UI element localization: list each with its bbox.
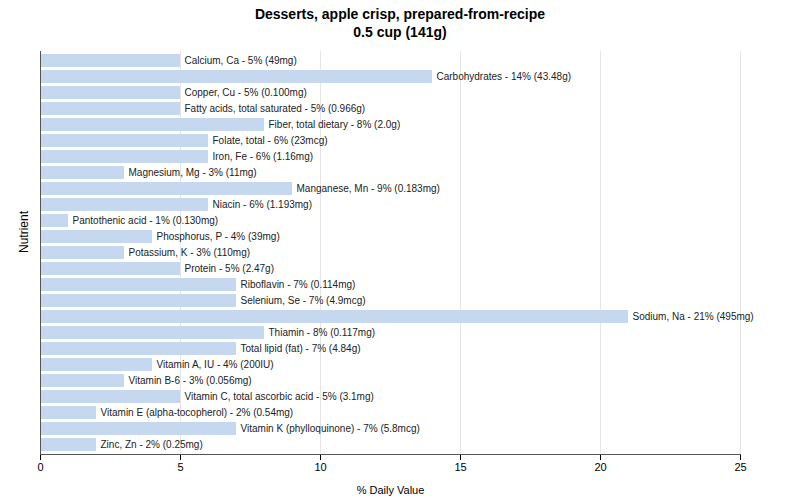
svg-text:Vitamin C, total ascorbic acid: Vitamin C, total ascorbic acid - 5% (3.1… bbox=[185, 391, 374, 402]
svg-text:Vitamin B-6 - 3% (0.056mg): Vitamin B-6 - 3% (0.056mg) bbox=[129, 375, 252, 386]
svg-text:Folate, total - 6% (23mcg): Folate, total - 6% (23mcg) bbox=[213, 135, 328, 146]
svg-text:Copper, Cu - 5% (0.100mg): Copper, Cu - 5% (0.100mg) bbox=[185, 87, 307, 98]
svg-text:Fiber, total dietary - 8% (2.0: Fiber, total dietary - 8% (2.0g) bbox=[269, 119, 401, 130]
svg-text:Zinc, Zn - 2% (0.25mg): Zinc, Zn - 2% (0.25mg) bbox=[101, 439, 203, 450]
svg-text:5: 5 bbox=[177, 461, 183, 473]
svg-text:Vitamin E (alpha-tocopherol) -: Vitamin E (alpha-tocopherol) - 2% (0.54m… bbox=[101, 407, 294, 418]
svg-text:Vitamin K (phylloquinone) - 7%: Vitamin K (phylloquinone) - 7% (5.8mcg) bbox=[241, 423, 420, 434]
svg-text:Potassium, K - 3% (110mg): Potassium, K - 3% (110mg) bbox=[129, 247, 251, 258]
svg-text:Phosphorus, P - 4% (39mg): Phosphorus, P - 4% (39mg) bbox=[157, 231, 280, 242]
svg-text:Protein - 5% (2.47g): Protein - 5% (2.47g) bbox=[185, 263, 275, 274]
svg-text:Niacin - 6% (1.193mg): Niacin - 6% (1.193mg) bbox=[213, 199, 312, 210]
svg-text:Magnesium, Mg - 3% (11mg): Magnesium, Mg - 3% (11mg) bbox=[129, 167, 257, 178]
svg-text:Carbohydrates - 14% (43.48g): Carbohydrates - 14% (43.48g) bbox=[437, 71, 572, 82]
svg-text:Selenium, Se - 7% (4.9mcg): Selenium, Se - 7% (4.9mcg) bbox=[241, 295, 366, 306]
svg-text:Fatty acids, total saturated -: Fatty acids, total saturated - 5% (0.966… bbox=[185, 103, 366, 114]
svg-text:Sodium, Na - 21% (495mg): Sodium, Na - 21% (495mg) bbox=[633, 311, 754, 322]
svg-text:Manganese, Mn - 9% (0.183mg): Manganese, Mn - 9% (0.183mg) bbox=[297, 183, 440, 194]
svg-text:0: 0 bbox=[37, 461, 43, 473]
svg-text:Riboflavin - 7% (0.114mg): Riboflavin - 7% (0.114mg) bbox=[241, 279, 356, 290]
svg-text:10: 10 bbox=[314, 461, 326, 473]
svg-text:Vitamin A, IU - 4% (200IU): Vitamin A, IU - 4% (200IU) bbox=[157, 359, 274, 370]
svg-text:Iron, Fe - 6% (1.16mg): Iron, Fe - 6% (1.16mg) bbox=[213, 151, 314, 162]
svg-text:Pantothenic acid - 1% (0.130mg: Pantothenic acid - 1% (0.130mg) bbox=[73, 215, 219, 226]
svg-text:Nutrient: Nutrient bbox=[17, 210, 31, 253]
svg-text:15: 15 bbox=[454, 461, 466, 473]
svg-text:20: 20 bbox=[594, 461, 606, 473]
html-text:Desserts, apple crisp, prepare: Desserts, apple crisp, prepared-from-rec… bbox=[254, 6, 546, 40]
svg-text:% Daily Value: % Daily Value bbox=[357, 484, 425, 496]
svg-text:Total lipid (fat) - 7% (4.84g): Total lipid (fat) - 7% (4.84g) bbox=[241, 343, 361, 354]
svg-text:25: 25 bbox=[734, 461, 746, 473]
svg-text:Thiamin - 8% (0.117mg): Thiamin - 8% (0.117mg) bbox=[269, 327, 376, 338]
svg-text:Calcium, Ca - 5% (49mg): Calcium, Ca - 5% (49mg) bbox=[185, 55, 297, 66]
